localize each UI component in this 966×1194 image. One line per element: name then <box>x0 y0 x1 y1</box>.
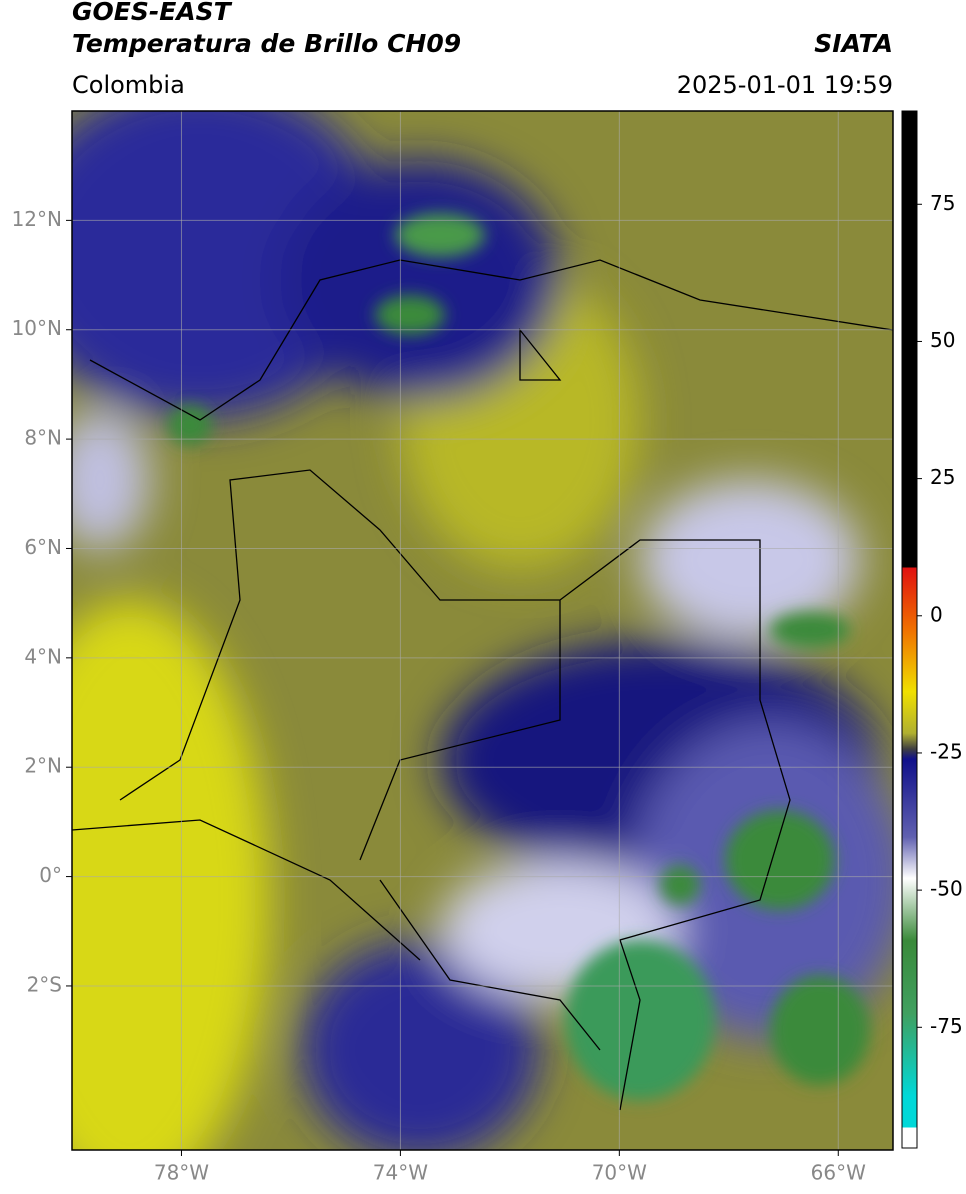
colorbar <box>901 110 918 1149</box>
datetime: 2025-01-01 19:59 <box>677 71 893 99</box>
lon-tick-label: 70°W <box>592 1161 647 1185</box>
lat-tick-label: 6°N <box>24 535 62 559</box>
lat-tick-label: 4°N <box>24 644 62 668</box>
title: Temperatura de Brillo CH09 <box>72 29 461 58</box>
lat-tick-label: 12°N <box>12 207 62 231</box>
lat-tick-label: 0° <box>39 863 62 887</box>
colorbar-tick-label: -75 <box>930 1014 963 1038</box>
lon-tick-label: 74°W <box>373 1161 428 1185</box>
map-frame <box>71 110 894 1151</box>
lon-tick-label: 78°W <box>154 1161 209 1185</box>
colorbar-tick-label: -25 <box>930 739 963 763</box>
colorbar-tick-label: 50 <box>930 328 955 352</box>
colorbar-tick-label: 0 <box>930 602 943 626</box>
colorbar-tick-label: 75 <box>930 191 955 215</box>
lat-tick-label: 8°N <box>24 426 62 450</box>
colorbar-tick-label: 25 <box>930 465 955 489</box>
lat-tick-label: 2°S <box>27 972 62 996</box>
lon-tick-label: 66°W <box>811 1161 866 1185</box>
lat-tick-label: 2°N <box>24 754 62 778</box>
colorbar-tick-label: -50 <box>930 877 963 901</box>
satellite-image <box>72 111 893 1150</box>
region: Colombia <box>72 71 185 99</box>
lat-tick-label: 10°N <box>12 316 62 340</box>
source: GOES-EAST <box>72 0 233 26</box>
agency: SIATA <box>814 29 893 58</box>
